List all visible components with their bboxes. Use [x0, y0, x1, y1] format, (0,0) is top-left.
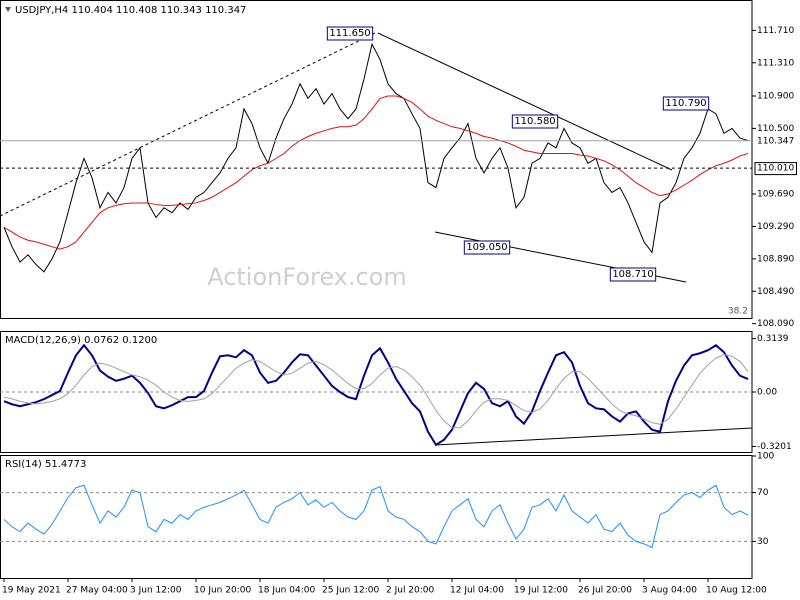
series-line: [3, 354, 749, 429]
trend-line: [377, 32, 673, 171]
price-panel: [0, 0, 753, 319]
series-line: [3, 42, 749, 273]
x-tick-label: 19 Jul 12:00: [514, 586, 568, 596]
x-tick-label: 26 Jul 20:00: [578, 586, 632, 596]
label-box: [326, 26, 374, 41]
rsi-panel: [0, 455, 753, 579]
fib-label: 38.2: [728, 307, 748, 317]
y-tick-label: 70: [757, 488, 769, 498]
y-tick-label: 30: [757, 537, 769, 547]
watermark: ActionForex.com: [207, 263, 407, 291]
y-tick-label: 111.710: [757, 26, 794, 36]
price-level-label: 110.010: [757, 164, 794, 174]
y-tick-label: 109.290: [757, 222, 794, 232]
x-tick-label: 27 May 04:00: [66, 586, 128, 596]
label-box: [755, 135, 797, 148]
annotation: 108.710: [612, 269, 653, 280]
label-box: [609, 267, 657, 282]
y-tick-label: 0.3139: [757, 334, 789, 344]
y-tick-label: 108.490: [757, 287, 794, 297]
label-box: [511, 114, 559, 129]
indicator-label: MACD(12,26,9) 0.0762 0.1200: [5, 335, 157, 346]
y-tick-label: 108.090: [757, 319, 794, 329]
price-level-label: 110.347: [757, 136, 794, 146]
annotation: 110.580: [514, 116, 555, 127]
x-tick-label: 3 Aug 04:00: [642, 586, 697, 596]
y-tick-label: 109.690: [757, 190, 794, 200]
y-tick-label: 110.900: [757, 91, 794, 101]
annotation: 110.790: [665, 98, 706, 109]
x-tick-label: 10 Aug 12:00: [706, 586, 767, 596]
y-tick-label: 110.500: [757, 124, 794, 134]
label-box: [662, 96, 710, 111]
label-box: [754, 162, 797, 176]
annotation: 109.050: [466, 242, 507, 253]
series-line: [3, 343, 749, 447]
y-tick-label: -0.3201: [757, 442, 792, 452]
chart-title: USDJPY,H4 110.404 110.408 110.343 110.34…: [15, 5, 246, 16]
x-tick-label: 10 Jun 20:00: [194, 586, 251, 596]
x-tick-label: 19 May 2021: [2, 586, 61, 596]
y-tick-label: 0.00: [757, 388, 777, 398]
symbol-icon: [5, 7, 11, 12]
label-box: [463, 240, 511, 255]
y-tick-label: 108.890: [757, 254, 794, 264]
series-line: [3, 484, 749, 549]
x-tick-label: 2 Jul 20:00: [386, 586, 435, 596]
annotation: 111.650: [329, 28, 370, 39]
x-tick-label: 3 Jun 12:00: [130, 586, 182, 596]
x-tick-label: 12 Jul 04:00: [450, 586, 504, 596]
y-tick-label: 111.310: [757, 58, 794, 68]
trend-line: [434, 427, 753, 446]
indicator-label: RSI(14) 51.4773: [5, 459, 86, 470]
x-tick-label: 25 Jun 12:00: [322, 586, 379, 596]
x-tick-label: 18 Jun 04:00: [258, 586, 315, 596]
series-line: [3, 95, 749, 250]
y-tick-label: 100: [757, 452, 774, 462]
